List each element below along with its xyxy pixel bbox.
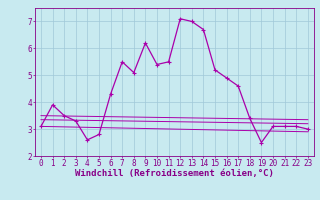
X-axis label: Windchill (Refroidissement éolien,°C): Windchill (Refroidissement éolien,°C)	[75, 169, 274, 178]
